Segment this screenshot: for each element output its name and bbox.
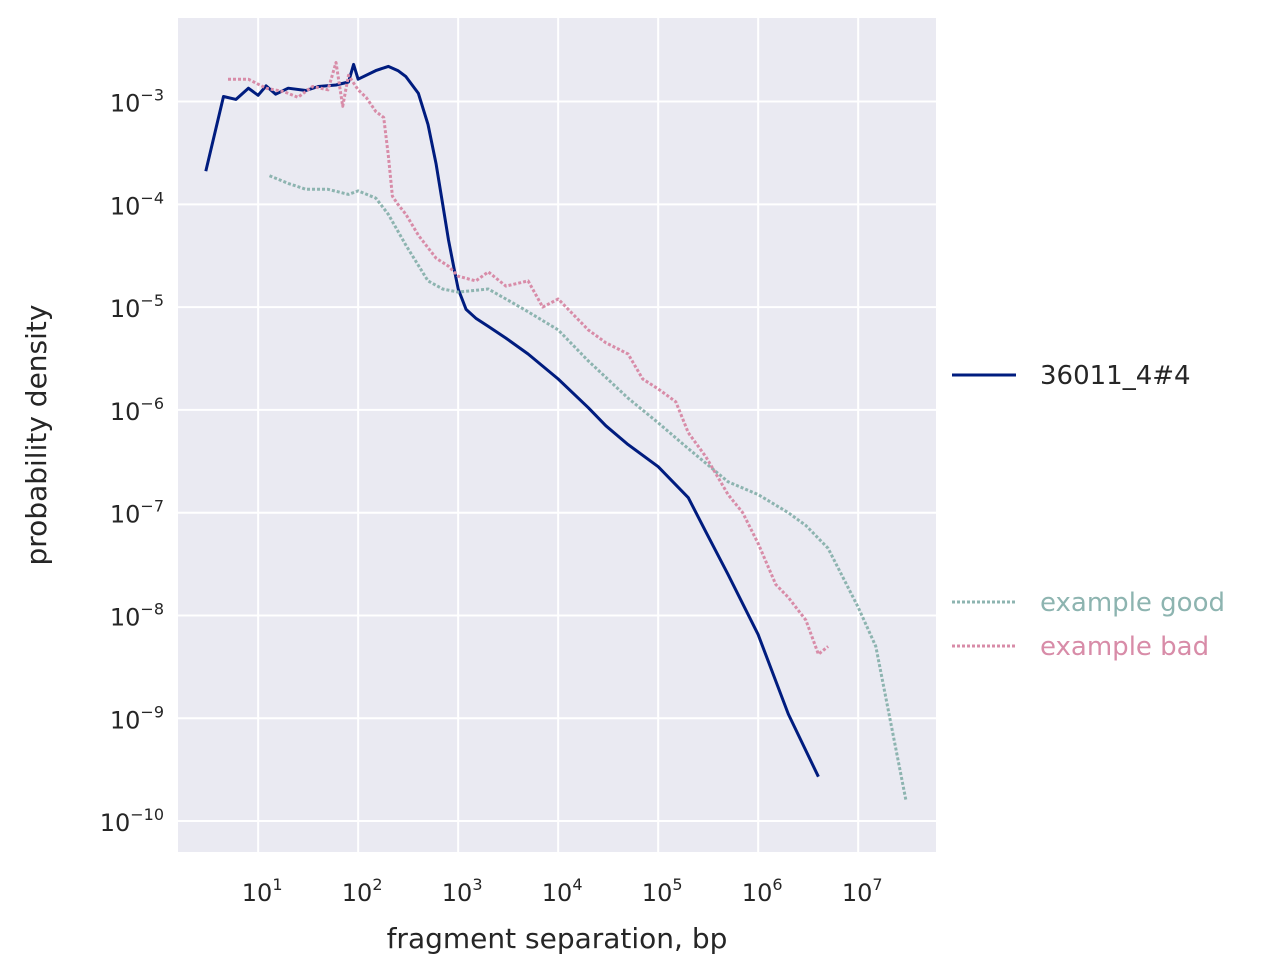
series-line-2 [268,174,908,801]
x-tick-label: 106 [742,875,783,907]
x-tick-labels: 101 102 103 104 105 106 107 [242,875,883,907]
y-tick-label: 10−8 [110,599,164,631]
x-tick-label: 105 [642,875,683,907]
y-tick-label: 10−7 [110,497,164,529]
y-tick-label: 10−5 [110,291,164,323]
legend-label-2: example good [1040,588,1225,618]
x-tick-label: 107 [842,875,883,907]
y-tick-label: 10−4 [110,188,164,220]
y-tick-label: 10−10 [100,805,164,837]
y-tick-label: 10−3 [110,86,164,118]
series-line-3 [228,61,830,656]
y-tick-labels: 10−3 10−4 10−5 10−6 10−7 10−8 10−9 10−10 [100,86,164,838]
y-tick-label: 10−6 [110,394,164,426]
series-layer [204,61,908,801]
y-tick-label: 10−9 [110,702,164,734]
series-line-1 [204,62,820,778]
y-axis-label: probability density [20,305,53,566]
grid [178,18,936,852]
x-tick-label: 103 [442,875,483,907]
x-tick-label: 104 [542,875,583,907]
legend-label-1: 36011_4#4 [1040,361,1191,391]
legend-label-3: example bad [1040,632,1209,662]
plot-background [178,18,936,852]
x-tick-label: 102 [342,875,383,907]
x-tick-label: 101 [242,875,283,907]
x-axis-label: fragment separation, bp [387,922,728,955]
